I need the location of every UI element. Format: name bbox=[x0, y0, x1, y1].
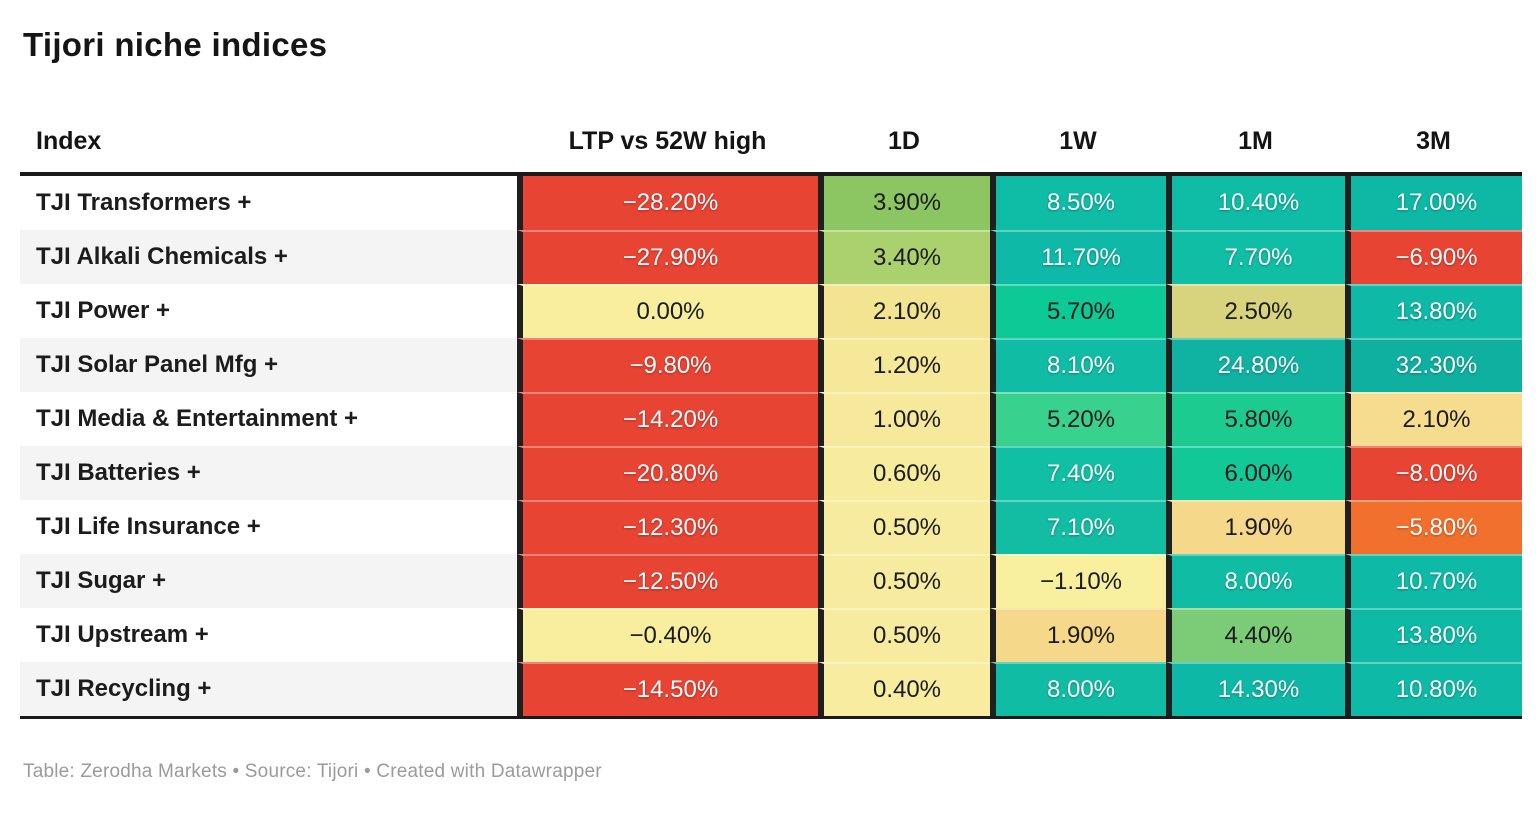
value-cell: 0.50% bbox=[818, 608, 990, 662]
value-cell: −12.30% bbox=[517, 500, 818, 554]
value-cell: −8.00% bbox=[1345, 446, 1522, 500]
index-cell: TJI Recycling + bbox=[20, 662, 517, 716]
index-cell: TJI Sugar + bbox=[20, 554, 517, 608]
value-cell: 5.20% bbox=[990, 392, 1166, 446]
value-cell: −1.10% bbox=[990, 554, 1166, 608]
value-cell: 2.10% bbox=[818, 284, 990, 338]
index-cell: TJI Media & Entertainment + bbox=[20, 392, 517, 446]
table-row: TJI Media & Entertainment + −14.20% 1.00% 5… bbox=[20, 392, 1522, 446]
value-cell: 24.80% bbox=[1166, 338, 1345, 392]
table-row: TJI Batteries + −20.80% 0.60% 7.40% 6.00% −8.… bbox=[20, 446, 1522, 500]
value-cell: 1.00% bbox=[818, 392, 990, 446]
table-row: TJI Life Insurance + −12.30% 0.50% 7.10% 1.9… bbox=[20, 500, 1522, 554]
value-cell: 17.00% bbox=[1345, 176, 1522, 230]
value-cell: −14.50% bbox=[517, 662, 818, 716]
value-cell: 11.70% bbox=[990, 230, 1166, 284]
value-cell: 0.00% bbox=[517, 284, 818, 338]
value-cell: −0.40% bbox=[517, 608, 818, 662]
table-row: TJI Power +0.00% 2.10% 5.70% 2.50% 13.80% bbox=[20, 284, 1522, 338]
index-cell: TJI Alkali Chemicals + bbox=[20, 230, 517, 284]
index-cell: TJI Upstream + bbox=[20, 608, 517, 662]
table-row: TJI Recycling + −14.50% 0.40% 8.00% 14.30% 10… bbox=[20, 662, 1522, 716]
value-cell: 7.40% bbox=[990, 446, 1166, 500]
value-cell: −27.90% bbox=[517, 230, 818, 284]
value-cell: 2.10% bbox=[1345, 392, 1522, 446]
value-cell: 32.30% bbox=[1345, 338, 1522, 392]
column-header-index: Index bbox=[36, 127, 102, 155]
value-cell: 10.80% bbox=[1345, 662, 1522, 716]
table-row: TJI Upstream + −0.40% 0.50% 1.90% 4.40% 13.80… bbox=[20, 608, 1522, 662]
table-row: TJI Alkali Chemicals + −27.90% 3.40% 11.70%… bbox=[20, 230, 1522, 284]
table-row: TJI Solar Panel Mfg + −9.80% 1.20% 8.10% 24.… bbox=[20, 338, 1522, 392]
value-cell: 0.50% bbox=[818, 554, 990, 608]
value-cell: −5.80% bbox=[1345, 500, 1522, 554]
column-header-3m: 3M bbox=[1416, 127, 1451, 155]
value-cell: −6.90% bbox=[1345, 230, 1522, 284]
value-cell: 3.90% bbox=[818, 176, 990, 230]
value-cell: 8.10% bbox=[990, 338, 1166, 392]
index-cell: TJI Life Insurance + bbox=[20, 500, 517, 554]
value-cell: −14.20% bbox=[517, 392, 818, 446]
value-cell: −20.80% bbox=[517, 446, 818, 500]
value-cell: 0.40% bbox=[818, 662, 990, 716]
value-cell: 1.90% bbox=[990, 608, 1166, 662]
value-cell: 13.80% bbox=[1345, 608, 1522, 662]
value-cell: 14.30% bbox=[1166, 662, 1345, 716]
page-title: Tijori niche indices bbox=[23, 26, 328, 63]
value-cell: 10.70% bbox=[1345, 554, 1522, 608]
column-header-1m: 1M bbox=[1238, 127, 1273, 155]
index-cell: TJI Solar Panel Mfg + bbox=[20, 338, 517, 392]
value-cell: 10.40% bbox=[1166, 176, 1345, 230]
column-header-1w: 1W bbox=[1059, 127, 1097, 155]
value-cell: 8.00% bbox=[1166, 554, 1345, 608]
index-cell: TJI Batteries + bbox=[20, 446, 517, 500]
column-header-ltp-vs-52w-high: LTP vs 52W high bbox=[568, 127, 767, 155]
value-cell: 0.50% bbox=[818, 500, 990, 554]
value-cell: 5.80% bbox=[1166, 392, 1345, 446]
value-cell: 8.00% bbox=[990, 662, 1166, 716]
table-body: TJI Transformers + −28.20% 3.90% 8.50% 10.40… bbox=[20, 176, 1522, 719]
value-cell: 8.50% bbox=[990, 176, 1166, 230]
footer-attribution: Table: Zerodha Markets • Source: Tijori … bbox=[23, 761, 602, 782]
index-cell: TJI Power + bbox=[20, 284, 517, 338]
value-cell: 0.60% bbox=[818, 446, 990, 500]
value-cell: 6.00% bbox=[1166, 446, 1345, 500]
value-cell: 13.80% bbox=[1345, 284, 1522, 338]
value-cell: 4.40% bbox=[1166, 608, 1345, 662]
value-cell: 7.70% bbox=[1166, 230, 1345, 284]
column-header-1d: 1D bbox=[888, 127, 920, 155]
indices-table: Index LTP vs 52W high 1D 1W 1M 3M TJI Tr… bbox=[20, 127, 1522, 719]
value-cell: 3.40% bbox=[818, 230, 990, 284]
value-cell: −28.20% bbox=[517, 176, 818, 230]
index-cell: TJI Transformers + bbox=[20, 176, 517, 230]
table-row: TJI Transformers + −28.20% 3.90% 8.50% 10.40… bbox=[20, 176, 1522, 230]
value-cell: 7.10% bbox=[990, 500, 1166, 554]
value-cell: −9.80% bbox=[517, 338, 818, 392]
value-cell: 2.50% bbox=[1166, 284, 1345, 338]
value-cell: 5.70% bbox=[990, 284, 1166, 338]
table-header-row: Index LTP vs 52W high 1D 1W 1M 3M bbox=[20, 127, 1522, 176]
value-cell: −12.50% bbox=[517, 554, 818, 608]
value-cell: 1.90% bbox=[1166, 500, 1345, 554]
table-row: TJI Sugar + −12.50% 0.50% −1.10% 8.00% 10.70% bbox=[20, 554, 1522, 608]
value-cell: 1.20% bbox=[818, 338, 990, 392]
